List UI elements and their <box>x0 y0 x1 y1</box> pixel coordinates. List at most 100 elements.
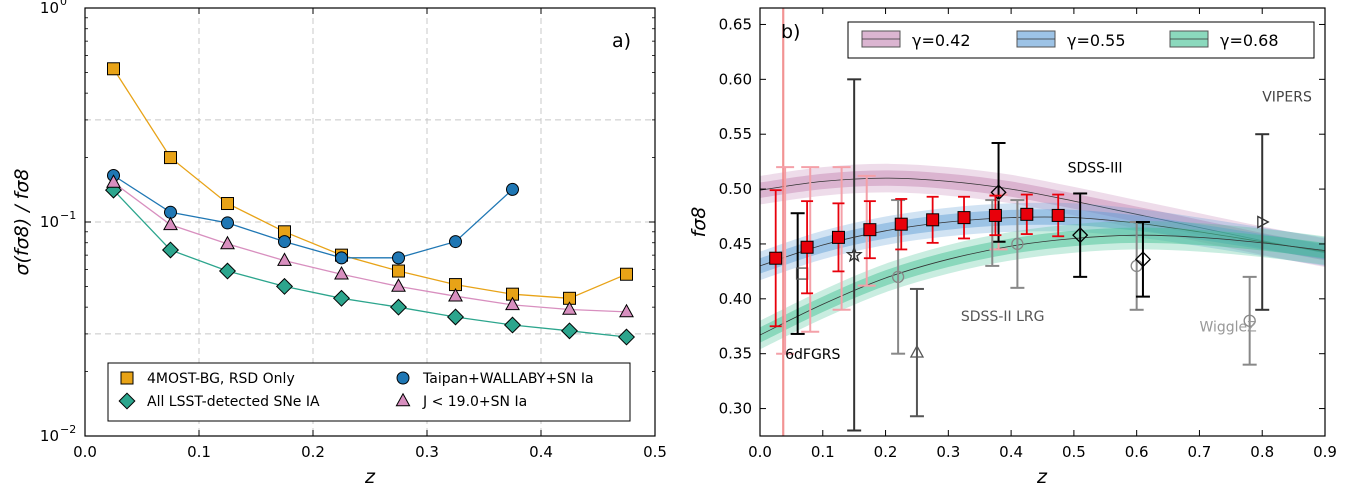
legend-marker <box>118 392 136 410</box>
panel-a-x-axis-label: z <box>364 466 376 488</box>
legend-label: 4MOST-BG, RSD Only <box>147 371 295 387</box>
y-tick-label: 0.60 <box>719 70 752 88</box>
data-point <box>617 328 636 346</box>
model-line <box>760 216 1325 267</box>
measurement-marker <box>1257 215 1270 229</box>
forecast-point <box>863 223 877 237</box>
legend-marker <box>395 392 411 407</box>
x-tick-label: 0.0 <box>748 443 772 461</box>
legend-label: J < 19.0+SN Ia <box>422 394 527 410</box>
x-tick-label: 0.3 <box>936 443 960 461</box>
data-point <box>218 262 237 280</box>
y-tick-label: 10 <box>40 0 59 17</box>
panel-b-y-axis-label: fσ8 <box>688 207 710 238</box>
y-tick-exponent: −2 <box>60 423 76 436</box>
forecast-point <box>800 240 814 254</box>
legend-marker <box>396 371 410 385</box>
panel-b-label: b) <box>781 21 800 43</box>
y-tick-label: 0.40 <box>719 290 752 308</box>
x-tick-label: 0.8 <box>1250 443 1274 461</box>
y-tick-label: 0.30 <box>719 400 752 418</box>
x-tick-label: 0.3 <box>415 443 439 461</box>
panel-b-ticks: 0.0 0.1 0.2 0.3 0.4 0.5 0.6 0.7 0.8 0.9 0.30 0.35 0.… <box>719 8 1337 461</box>
forecast-point <box>1020 207 1034 221</box>
data-point <box>106 174 121 188</box>
data-point <box>221 216 234 230</box>
legend-label: All LSST-detected SNe IA <box>147 394 320 410</box>
forecast-point <box>1051 208 1065 222</box>
x-tick-label: 0.6 <box>1125 443 1149 461</box>
data-point <box>392 251 405 265</box>
data-point <box>560 322 579 340</box>
model-band <box>760 170 1325 261</box>
forecast-point <box>957 211 971 225</box>
data-point <box>161 241 180 259</box>
model-band <box>760 163 1325 267</box>
measurement-marker <box>1134 251 1152 268</box>
y-tick-label: 0.55 <box>719 125 752 143</box>
data-point <box>448 287 463 302</box>
data-point <box>503 316 522 334</box>
panel-b-x-axis-label: z <box>1036 466 1048 488</box>
x-tick-label: 0.5 <box>643 443 667 461</box>
data-point <box>164 205 177 219</box>
measurement-marker <box>1243 314 1256 327</box>
data-point <box>562 301 577 315</box>
data-point <box>392 264 405 278</box>
data-point <box>619 303 634 318</box>
data-point <box>107 62 120 76</box>
data-point <box>449 235 462 249</box>
legend-label: γ=0.42 <box>912 31 971 50</box>
measurement-marker <box>1011 237 1024 251</box>
y-tick-label: 0.45 <box>719 235 752 253</box>
panel-a-label: a) <box>612 30 631 52</box>
model-line <box>760 234 1325 336</box>
data-point <box>391 278 406 292</box>
x-tick-label: 0.7 <box>1188 443 1212 461</box>
x-tick-label: 0.0 <box>73 443 97 461</box>
data-point <box>278 235 291 249</box>
forecast-point <box>926 213 940 227</box>
x-tick-label: 0.1 <box>187 443 211 461</box>
measurement-marker <box>845 245 863 263</box>
forecast-point <box>831 230 845 244</box>
y-tick-label: 0.35 <box>719 345 752 363</box>
data-point <box>163 216 178 231</box>
legend-label: γ=0.55 <box>1067 31 1126 50</box>
data-point <box>505 296 520 311</box>
data-point <box>164 151 177 165</box>
series-line <box>113 181 627 313</box>
x-tick-label: 0.5 <box>1062 443 1086 461</box>
data-point <box>335 251 348 265</box>
data-point <box>332 289 351 307</box>
panel-a-series <box>104 62 636 346</box>
data-point <box>389 298 408 316</box>
data-point <box>277 252 292 266</box>
y-tick-label: 0.65 <box>719 15 752 33</box>
panel-a-grid <box>85 8 655 436</box>
panel-b-frame <box>759 7 1326 437</box>
x-tick-label: 0.4 <box>999 443 1023 461</box>
annotation: SDSS-II LRG <box>961 309 1045 325</box>
y-tick-exponent: 0 <box>60 0 67 8</box>
annotation: VIPERS <box>1262 89 1312 105</box>
series-line <box>113 189 627 338</box>
data-point <box>506 182 519 196</box>
measurement-marker <box>909 344 925 358</box>
data-point <box>620 267 633 281</box>
annotation: 6dFGRS <box>785 347 840 363</box>
legend-label: γ=0.68 <box>1220 31 1279 50</box>
x-tick-label: 0.9 <box>1313 443 1337 461</box>
x-tick-label: 0.4 <box>529 443 553 461</box>
series-line <box>112 68 627 299</box>
legend-label: Taipan+WALLABY+SN Ia <box>422 371 594 387</box>
annotation: WiggleZ <box>1199 320 1256 336</box>
data-point <box>446 308 465 326</box>
x-tick-label: 0.2 <box>874 443 898 461</box>
x-tick-label: 0.2 <box>301 443 325 461</box>
measurement-marker <box>1072 227 1089 244</box>
model-line <box>760 177 1325 254</box>
panel-b-legend: γ=0.42 γ=0.55 γ=0.68 <box>847 21 1315 59</box>
